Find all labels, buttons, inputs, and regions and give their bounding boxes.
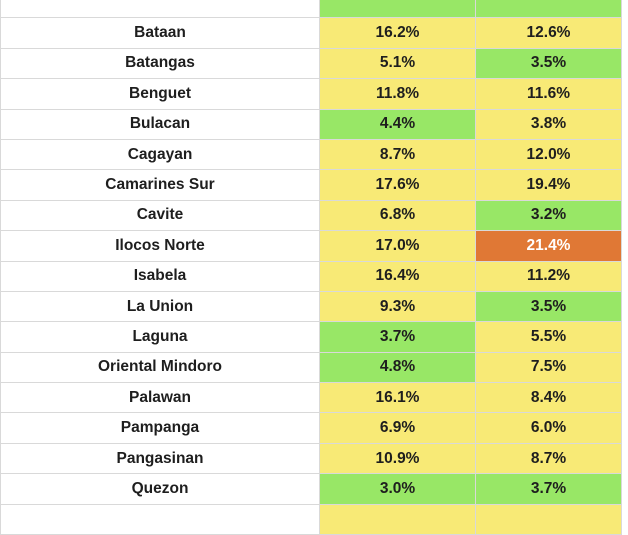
rate-b-cell[interactable] [476,0,622,19]
rate-b-cell[interactable]: 7.5% [476,352,622,384]
rate-b-cell[interactable]: 6.0% [476,413,622,444]
rate-a-cell[interactable]: 3.0% [320,474,476,505]
rate-a-cell[interactable]: 16.1% [320,383,476,414]
province-name-cell[interactable]: Quezon [0,474,320,505]
rate-a-cell[interactable]: 6.8% [320,200,476,232]
rate-a-cell[interactable]: 17.0% [320,231,476,262]
table-row: Cagayan 8.7% 12.0% [0,139,622,171]
rate-a-cell[interactable]: 8.7% [320,139,476,171]
province-name-cell[interactable]: Pampanga [0,413,320,444]
rate-a-cell[interactable]: 16.2% [320,18,476,49]
province-name-cell[interactable]: Batangas [0,48,320,80]
rate-b-cell[interactable]: 3.7% [476,474,622,505]
rate-a-cell[interactable]: 4.4% [320,109,476,140]
province-name-cell[interactable]: Benguet [0,79,320,110]
table-row: Oriental Mindoro 4.8% 7.5% [0,352,622,384]
rate-a-cell[interactable]: 16.4% [320,261,476,292]
rate-a-cell[interactable] [320,0,476,19]
province-name-cell[interactable]: Camarines Sur [0,170,320,201]
rate-b-cell[interactable]: 8.4% [476,383,622,414]
rate-b-cell[interactable]: 3.2% [476,200,622,232]
table-row: La Union 9.3% 3.5% [0,291,622,323]
table-row: Pampanga 6.9% 6.0% [0,413,622,444]
province-name-cell[interactable]: Cavite [0,200,320,232]
table-row: Isabela 16.4% 11.2% [0,261,622,292]
rate-a-cell[interactable]: 17.6% [320,170,476,201]
rate-a-cell[interactable]: 4.8% [320,352,476,384]
province-name-cell[interactable]: Cagayan [0,139,320,171]
table-row: Pangasinan 10.9% 8.7% [0,443,622,475]
rate-a-cell[interactable]: 10.9% [320,443,476,475]
rate-a-cell[interactable]: 9.3% [320,291,476,323]
table-row: Bulacan 4.4% 3.8% [0,109,622,140]
rate-b-cell[interactable]: 12.6% [476,18,622,49]
province-name-cell[interactable]: Isabela [0,261,320,292]
province-name-cell[interactable]: Bulacan [0,109,320,140]
table-row: Palawan 16.1% 8.4% [0,383,622,414]
rate-b-cell[interactable]: 12.0% [476,139,622,171]
rate-b-cell[interactable]: 8.7% [476,443,622,475]
table-row: Camarines Sur 17.6% 19.4% [0,170,622,201]
table-row: Batangas 5.1% 3.5% [0,48,622,80]
province-name-cell[interactable]: Pangasinan [0,443,320,475]
table-row [0,504,622,535]
table-row: Laguna 3.7% 5.5% [0,322,622,353]
province-name-cell[interactable]: Ilocos Norte [0,231,320,262]
province-name-cell[interactable]: Oriental Mindoro [0,352,320,384]
province-name-cell[interactable]: Bataan [0,18,320,49]
rate-b-cell[interactable] [476,504,622,535]
rate-b-cell[interactable]: 21.4% [476,231,622,262]
rate-b-cell[interactable]: 5.5% [476,322,622,353]
rate-b-cell[interactable]: 19.4% [476,170,622,201]
province-name-cell[interactable] [0,0,320,19]
rate-a-cell[interactable] [320,504,476,535]
table-row [0,0,622,19]
rate-a-cell[interactable]: 11.8% [320,79,476,110]
table-row: Benguet 11.8% 11.6% [0,79,622,110]
province-name-cell[interactable]: Laguna [0,322,320,353]
province-name-cell[interactable]: Palawan [0,383,320,414]
rate-b-cell[interactable]: 3.5% [476,48,622,80]
rate-b-cell[interactable]: 11.6% [476,79,622,110]
table-row: Bataan 16.2% 12.6% [0,18,622,49]
table-row: Cavite 6.8% 3.2% [0,200,622,232]
table-row: Ilocos Norte 17.0% 21.4% [0,231,622,262]
rate-a-cell[interactable]: 3.7% [320,322,476,353]
province-name-cell[interactable] [0,504,320,535]
rate-a-cell[interactable]: 5.1% [320,48,476,80]
rate-b-cell[interactable]: 11.2% [476,261,622,292]
province-name-cell[interactable]: La Union [0,291,320,323]
table-row: Quezon 3.0% 3.7% [0,474,622,505]
rate-b-cell[interactable]: 3.5% [476,291,622,323]
rate-b-cell[interactable]: 3.8% [476,109,622,140]
rate-a-cell[interactable]: 6.9% [320,413,476,444]
